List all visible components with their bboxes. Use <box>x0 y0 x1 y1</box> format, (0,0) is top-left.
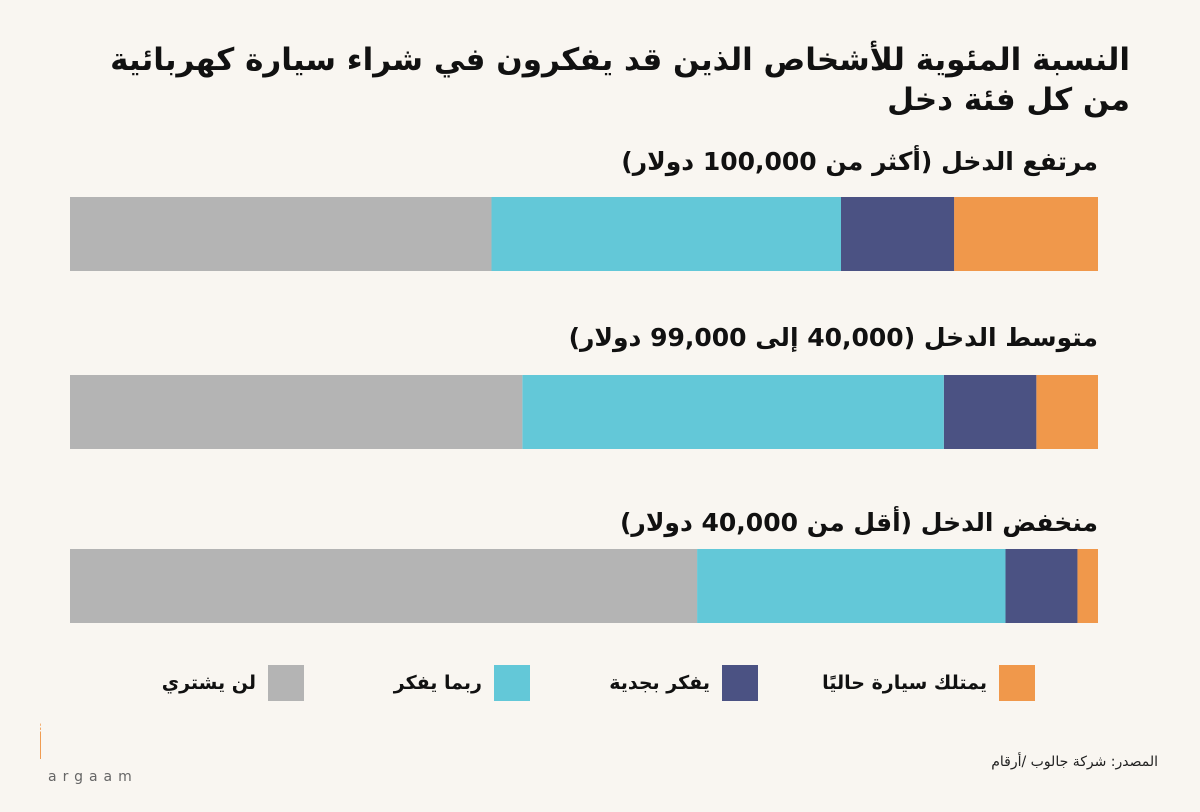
bar-segment-low-income-would-not-buy <box>70 549 698 623</box>
bar-segment-middle-income-seriously-considering <box>943 375 1037 449</box>
legend-swatch-would-not-buy <box>268 665 304 701</box>
bar-segment-high-income-would-not-buy <box>70 197 492 271</box>
bar-segment-low-income-seriously-considering <box>1005 549 1078 623</box>
legend-swatch-seriously-considering <box>722 665 758 701</box>
legend-item-might-consider: ربما يفكر <box>394 663 530 703</box>
legend-label-might-consider: ربما يفكر <box>393 672 482 694</box>
legend-item-owns-ev: يمتلك سيارة حاليًا <box>822 663 1035 703</box>
legend-label-owns-ev: يمتلك سيارة حاليًا <box>822 672 987 694</box>
bar-segment-low-income-might-consider <box>697 549 1006 623</box>
bar-segment-high-income-might-consider <box>491 197 841 271</box>
source-note: المصدر: شركة جالوب /أرقام <box>991 754 1158 770</box>
group-label-middle-income: متوسط الدخل (40,000 إلى 99,000 دولار) <box>568 323 1098 352</box>
legend-item-seriously-considering: يفكر بجدية <box>609 663 758 703</box>
logo-arabic-text: أرقــام <box>40 723 44 768</box>
legend-label-seriously-considering: يفكر بجدية <box>609 672 710 694</box>
bar-segment-middle-income-might-consider <box>522 375 944 449</box>
group-label-low-income: منخفض الدخل (أقل من 40,000 دولار) <box>620 508 1098 537</box>
group-label-high-income: مرتفع الدخل (أكثر من 100,000 دولار) <box>621 147 1098 176</box>
legend-swatch-owns-ev <box>999 665 1035 701</box>
bar-segment-high-income-seriously-considering <box>841 197 955 271</box>
bar-segment-middle-income-would-not-buy <box>70 375 523 449</box>
legend-label-would-not-buy: لن يشتري <box>161 672 256 694</box>
argaam-logo: أرقــام argaam <box>40 723 138 785</box>
bar-segment-low-income-owns-ev <box>1077 549 1098 623</box>
bar-segment-middle-income-owns-ev <box>1036 375 1098 449</box>
legend-item-would-not-buy: لن يشتري <box>162 663 304 703</box>
bar-segment-high-income-owns-ev <box>954 197 1098 271</box>
logo-latin-text: argaam <box>48 769 138 785</box>
legend-swatch-might-consider <box>494 665 530 701</box>
chart-title: النسبة المئوية للأشخاص الذين قد يفكرون ف… <box>110 42 1130 119</box>
